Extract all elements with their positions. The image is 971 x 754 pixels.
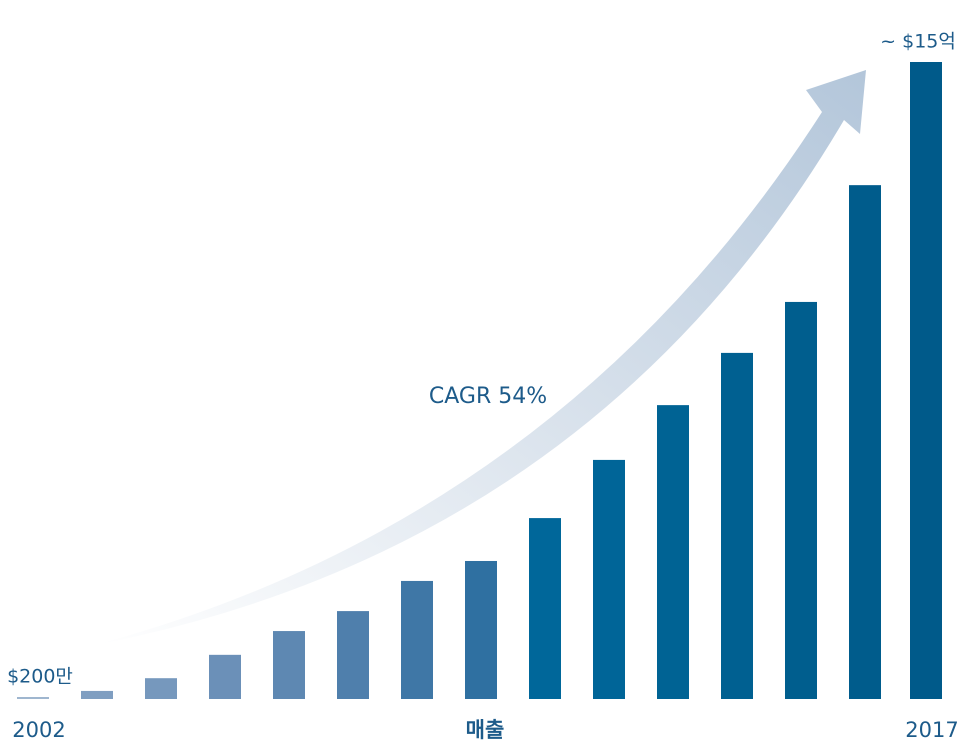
bar [401, 580, 433, 699]
bar [593, 459, 625, 699]
x-tick-label: 2017 [905, 718, 958, 742]
bar [529, 518, 561, 699]
bar [337, 611, 369, 699]
bar [17, 697, 49, 699]
bar [81, 690, 113, 699]
bar [145, 678, 177, 699]
bar [721, 352, 753, 699]
bar [849, 185, 881, 700]
bar [209, 654, 241, 699]
bar [465, 560, 497, 699]
value-label: ~ $15억 [880, 31, 956, 53]
bar [273, 631, 305, 699]
bar [785, 301, 817, 699]
bar [657, 405, 689, 699]
x-tick-label: 2002 [12, 718, 65, 742]
value-label: $200만 [7, 666, 73, 688]
x-axis-label: 매출 [466, 718, 505, 742]
cagr-annotation: CAGR 54% [429, 384, 547, 409]
bar [910, 62, 942, 699]
